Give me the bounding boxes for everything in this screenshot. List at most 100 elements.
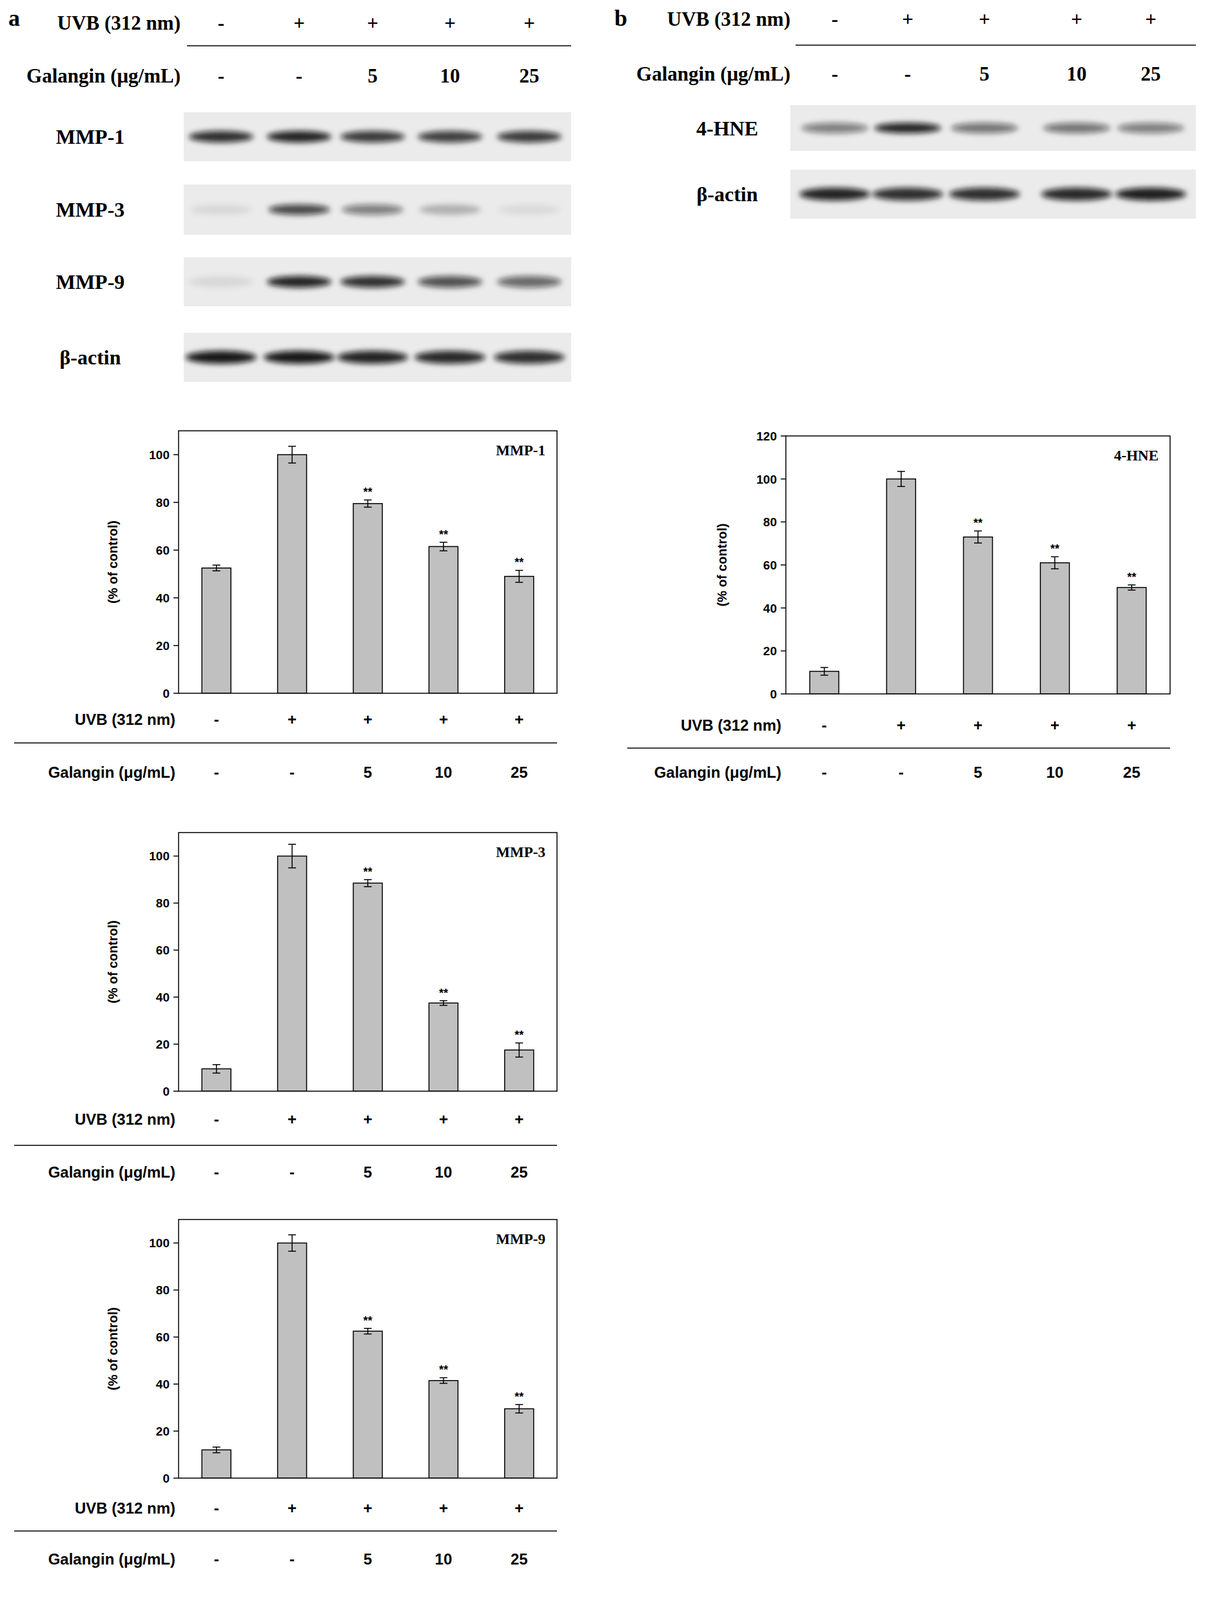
error-cap [439, 549, 448, 552]
bars [201, 843, 534, 1091]
header-label: Galangin (μg/mL) [26, 64, 181, 88]
chart-title: 4-HNE [1114, 447, 1159, 464]
y-tick-label: 100 [148, 1235, 170, 1250]
bar-chart: 020406080100120(% of control)******4-HNE… [627, 429, 1171, 781]
error-bar [288, 1234, 296, 1252]
blot-band [417, 130, 483, 143]
error-cap [515, 1411, 523, 1414]
condition-value: 10 [435, 1549, 453, 1568]
error-bar [515, 1042, 523, 1057]
error-cap [212, 564, 221, 567]
y-axis-label: (% of control) [714, 523, 730, 607]
bar [201, 567, 231, 694]
y-tick-label: 0 [162, 1471, 170, 1485]
error-bar [897, 471, 906, 487]
blot-band [497, 130, 562, 143]
blot-strip [183, 184, 572, 235]
error-bar [515, 569, 523, 583]
y-tick-label: 20 [763, 644, 777, 658]
error-bar [820, 667, 829, 675]
error-cap [1050, 556, 1059, 558]
error-bar [1127, 584, 1136, 590]
header-value: + [1070, 7, 1083, 31]
blot-label: β-actin [59, 345, 121, 369]
bar [428, 1002, 458, 1091]
error-cap [288, 1233, 296, 1236]
error-bar [1050, 556, 1059, 569]
error-cap [820, 674, 829, 676]
error-cap [897, 470, 906, 472]
blot-band [419, 204, 481, 215]
header-label: UVB (312 nm) [667, 7, 791, 31]
significance: ** [973, 516, 983, 530]
header-rule [186, 45, 572, 47]
y-tick-label: 20 [156, 1037, 170, 1051]
y-tick-label: 60 [156, 1329, 170, 1344]
y-tick-label: 80 [156, 896, 170, 910]
bar-chart: 020406080100(% of control)******MMP-9UVB… [14, 1219, 558, 1568]
blot-band [799, 187, 871, 201]
blot-label: MMP-9 [56, 270, 126, 294]
bars [201, 446, 534, 694]
y-tick [780, 478, 786, 480]
y-tick [173, 1289, 179, 1291]
y-tick-label: 20 [156, 1424, 170, 1438]
header-value: + [1144, 7, 1157, 31]
error-stem [900, 471, 902, 487]
error-cap [439, 1377, 448, 1379]
condition-value: + [514, 710, 524, 728]
condition-value: - [898, 763, 904, 781]
error-stem [215, 1446, 218, 1453]
bar-chart: 020406080100(% of control)******MMP-1UVB… [14, 430, 558, 781]
error-stem [977, 530, 979, 543]
error-bar [439, 542, 448, 551]
y-tick-label: 40 [763, 601, 777, 616]
condition-value: 5 [363, 763, 372, 781]
bar-chart: 020406080100(% of control)******MMP-3UVB… [14, 832, 558, 1181]
condition-label: Galangin (μg/mL) [48, 1549, 176, 1568]
y-tick [173, 549, 179, 551]
error-cap [974, 542, 982, 544]
blot-band [872, 187, 944, 201]
condition-label: UVB (312 nm) [74, 1498, 176, 1517]
blot-strip [790, 105, 1196, 151]
condition-value: + [287, 710, 297, 728]
condition-value: + [287, 1110, 297, 1128]
error-cap [897, 486, 906, 488]
blot-band [497, 275, 562, 288]
condition-rule [14, 742, 558, 744]
bar [504, 576, 534, 694]
blot-band [268, 204, 331, 215]
blot-band [498, 204, 561, 215]
bar [353, 503, 383, 694]
condition-value: 5 [363, 1549, 372, 1568]
significance: ** [362, 485, 372, 499]
error-stem [442, 542, 445, 551]
error-stem [518, 1404, 521, 1413]
condition-value: - [214, 1163, 220, 1181]
error-stem [1054, 556, 1056, 569]
significance: ** [439, 986, 449, 1000]
condition-value: + [362, 1110, 372, 1128]
y-tick [173, 902, 179, 904]
y-axis-label: (% of control) [105, 919, 120, 1004]
condition-value: - [289, 1549, 295, 1568]
error-stem [518, 1042, 521, 1057]
error-cap [288, 843, 296, 845]
y-tick [173, 596, 179, 599]
condition-label: UVB (312 nm) [74, 1110, 176, 1128]
error-stem [215, 564, 218, 571]
y-axis-label: (% of control) [105, 1306, 120, 1390]
bars [201, 1234, 534, 1478]
bars [809, 471, 1147, 694]
bar [201, 1449, 231, 1478]
error-stem [442, 1000, 445, 1006]
bar [809, 671, 839, 694]
error-cap [1127, 589, 1136, 591]
error-stem [215, 1064, 218, 1073]
panel-letter: b [614, 5, 628, 31]
error-stem [291, 446, 293, 463]
blot-band [417, 275, 483, 288]
y-tick-label: 100 [148, 849, 170, 863]
blot-label: MMP-1 [56, 125, 126, 149]
